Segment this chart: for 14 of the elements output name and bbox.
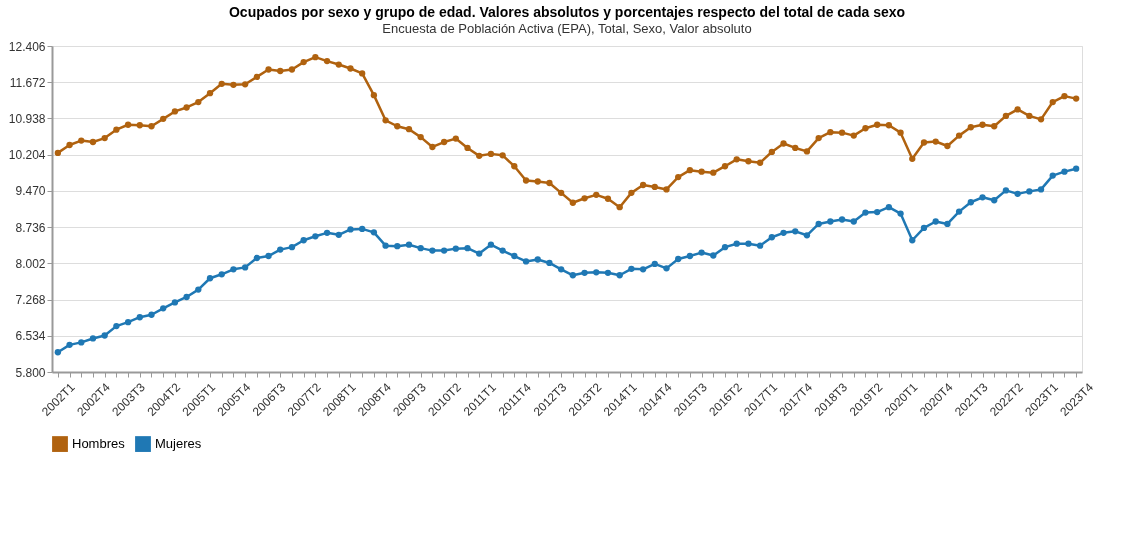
y-tick-label: 5.800 [15, 365, 46, 380]
y-tick-label: 9.470 [15, 184, 46, 199]
y-tick-label: 7.268 [15, 293, 46, 308]
y-tick-label: 11.672 [9, 75, 46, 90]
y-tick-label: 10.938 [8, 111, 46, 126]
y-tick-label: 8.002 [15, 256, 46, 271]
legend-label: Hombres [72, 436, 126, 452]
y-tick-label: 8.736 [15, 220, 46, 235]
legend-label: Mujeres [155, 436, 202, 452]
y-tick-label: 6.534 [15, 329, 46, 344]
chart-subtitle: Encuesta de Población Activa (EPA), Total, Sexo, Valor absoluto [382, 21, 752, 36]
y-tick-label: 12.406 [8, 39, 46, 54]
chart-title: Ocupados por sexo y grupo de edad. Valores absolutos y porcentajes respecto del total de cada sexo [228, 4, 906, 20]
y-tick-label: 10.204 [8, 148, 46, 163]
